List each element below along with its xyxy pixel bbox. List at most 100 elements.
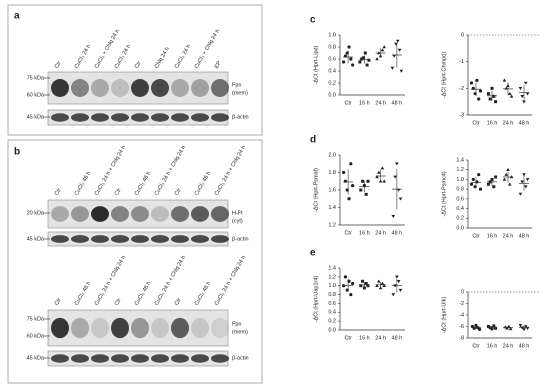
band bbox=[131, 317, 149, 339]
data-point bbox=[525, 92, 530, 96]
y-axis-label: -ΔCt (Hprt-Chmpd) bbox=[441, 52, 447, 98]
data-point bbox=[395, 275, 399, 279]
y-tick-label: -4 bbox=[459, 312, 464, 318]
data-point bbox=[396, 188, 401, 192]
y-tick-label: 0.4 bbox=[456, 206, 464, 212]
lane-label: CuCl₂ 48 h bbox=[74, 171, 92, 197]
x-tick-label: 24 h bbox=[503, 120, 514, 126]
panel-frame bbox=[7, 139, 263, 384]
lane-label: CuCl₂ 48 h bbox=[74, 281, 92, 307]
data-point bbox=[486, 182, 490, 186]
data-point bbox=[525, 178, 530, 182]
band bbox=[171, 113, 189, 122]
data-point bbox=[351, 184, 355, 188]
lane-label: Ctr bbox=[54, 60, 63, 69]
x-tick-label: 24 h bbox=[375, 100, 386, 106]
data-point bbox=[477, 97, 481, 101]
data-point bbox=[397, 48, 402, 52]
lane-label: CuCl₂ 24 h + Chlq 24 h bbox=[154, 145, 187, 197]
panel-label: b bbox=[14, 147, 20, 158]
data-point bbox=[360, 57, 364, 61]
data-point bbox=[349, 162, 353, 166]
x-tick-label: Ctr bbox=[344, 100, 352, 106]
marker-label: 45 kDa bbox=[27, 236, 45, 242]
data-point bbox=[375, 175, 379, 179]
band bbox=[171, 354, 189, 363]
data-point bbox=[392, 54, 396, 58]
marker-label: 75 kDa bbox=[27, 75, 45, 81]
data-point bbox=[394, 42, 398, 46]
data-point bbox=[347, 45, 351, 49]
y-axis-label: -ΔCt (Hprt-Psmaf) bbox=[313, 168, 319, 212]
y-tick-label: 0.6 bbox=[328, 56, 336, 62]
data-point bbox=[469, 182, 474, 186]
y-tick-label: 1.4 bbox=[328, 265, 336, 271]
band bbox=[51, 113, 69, 122]
data-point bbox=[380, 281, 385, 285]
data-point bbox=[518, 87, 523, 91]
band bbox=[91, 235, 109, 243]
data-point bbox=[359, 188, 363, 192]
data-point bbox=[377, 170, 381, 174]
x-tick-label: 48 h bbox=[392, 100, 403, 106]
data-point bbox=[375, 57, 379, 61]
band bbox=[91, 113, 109, 122]
y-axis-label: -ΔCt (Hprt-Ulk) bbox=[441, 297, 447, 334]
y-axis-label: -ΔCt (Hprt-Uap1r4) bbox=[313, 276, 319, 323]
x-tick-label: Ctr bbox=[472, 233, 480, 239]
y-tick-label: -1 bbox=[459, 59, 464, 65]
lane-label: CuCl₂ 24 h + Chlq 24 h bbox=[214, 255, 247, 307]
band bbox=[191, 113, 209, 122]
band bbox=[211, 79, 229, 97]
band bbox=[91, 79, 109, 97]
data-point bbox=[494, 100, 498, 104]
data-point bbox=[398, 288, 403, 292]
panel-label: a bbox=[14, 11, 20, 22]
data-point bbox=[478, 187, 483, 191]
data-point bbox=[524, 325, 528, 329]
y-tick-label: 0.6 bbox=[328, 301, 336, 307]
marker-label: 45 kDa bbox=[27, 114, 45, 120]
band bbox=[191, 206, 209, 222]
data-point bbox=[509, 94, 514, 98]
panel-frame bbox=[7, 4, 263, 136]
data-point bbox=[349, 292, 353, 297]
band bbox=[71, 206, 89, 222]
x-tick-label: Ctr bbox=[472, 120, 480, 126]
marker-label: 45 kDa bbox=[27, 355, 45, 361]
marker-label: 60 kDa bbox=[27, 333, 45, 339]
y-axis-label: -ΔCt (Hprt-Psmc4) bbox=[441, 171, 447, 216]
lane-label: CuCl₂ 24 h + Chlq 24 h bbox=[94, 255, 127, 307]
data-point bbox=[361, 179, 365, 183]
data-point bbox=[475, 78, 479, 82]
y-tick-label: 2.0 bbox=[328, 152, 336, 158]
y-tick-label: 0.4 bbox=[328, 68, 336, 74]
band bbox=[51, 235, 69, 243]
y-tick-label: -2 bbox=[459, 86, 464, 92]
panel-label: e bbox=[310, 248, 316, 259]
y-tick-label: -8 bbox=[459, 335, 464, 341]
band bbox=[191, 354, 209, 363]
y-tick-label: 0.0 bbox=[456, 225, 464, 231]
data-point bbox=[349, 57, 353, 61]
band bbox=[211, 113, 229, 122]
band bbox=[71, 235, 89, 243]
y-tick-label: 0.6 bbox=[456, 196, 464, 202]
y-tick-label: -6 bbox=[459, 324, 464, 330]
y-tick-label: 0.2 bbox=[456, 216, 464, 222]
band bbox=[51, 317, 69, 339]
data-point bbox=[508, 91, 512, 95]
data-point bbox=[393, 175, 397, 179]
y-tick-label: -3 bbox=[459, 112, 464, 118]
data-point bbox=[494, 175, 498, 179]
target-label: β-actin bbox=[232, 236, 249, 242]
target-label: β-actin bbox=[232, 114, 249, 120]
data-point bbox=[504, 172, 508, 176]
marker-label: 60 kDa bbox=[27, 92, 45, 98]
data-point bbox=[362, 286, 366, 290]
data-point bbox=[347, 197, 351, 201]
y-tick-label: 0 bbox=[461, 289, 464, 295]
data-point bbox=[343, 275, 348, 279]
data-point bbox=[477, 172, 481, 177]
data-point bbox=[486, 325, 490, 328]
